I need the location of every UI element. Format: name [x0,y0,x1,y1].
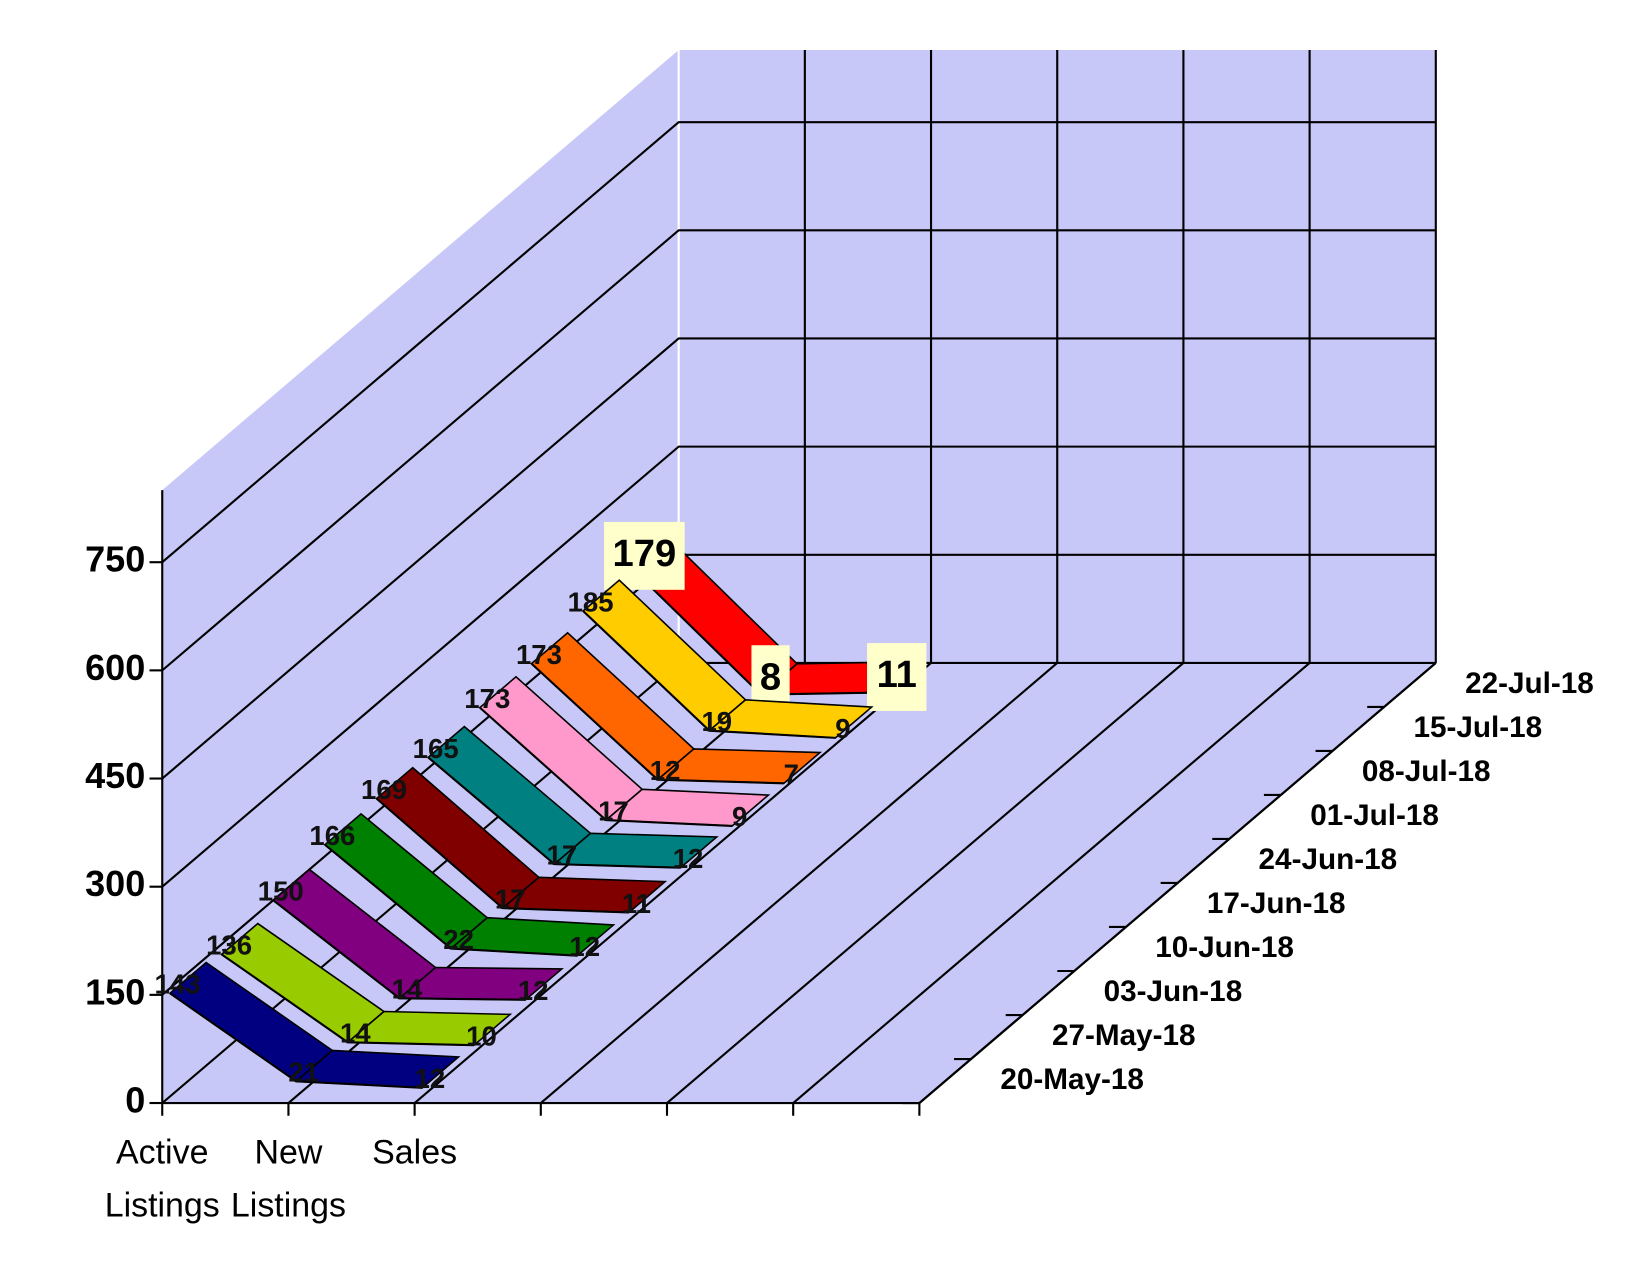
line [530,662,784,785]
grid-line [161,121,1436,564]
line [479,706,733,827]
legend-label: 15-Jul-18 [1413,711,1542,744]
value-label: 169 [361,774,407,805]
y-tick-label: 450 [85,755,145,796]
legend-label: 20-May-18 [1000,1063,1144,1096]
value-label: 7 [784,759,799,790]
line [582,610,836,739]
value-label: 185 [568,586,614,617]
value-label: 17 [598,795,629,826]
value-label: 12 [415,1063,446,1094]
legend-label: 17-Jun-18 [1207,887,1346,920]
value-label: 11 [622,888,651,919]
value-label: 21 [288,1057,319,1088]
value-label: 11 [877,653,917,696]
value-label: 166 [309,820,355,851]
line [375,797,629,914]
value-label: 19 [701,706,732,737]
grid-line [161,337,1436,780]
value-label: 12 [569,931,600,962]
value-label: 12 [518,975,549,1006]
y-tick-label: 0 [125,1080,145,1121]
legend-label: 03-Jun-18 [1104,975,1243,1008]
legend-label: 22-Jul-18 [1465,667,1594,700]
line [169,992,423,1089]
value-label: 12 [673,843,704,874]
grid-line [161,445,1436,888]
legend-label: 01-Jul-18 [1310,799,1439,832]
x-tick-label-box: Active Listings [104,1132,220,1224]
value-label: 12 [650,755,681,786]
floor-line [413,662,932,1104]
value-label: 10 [466,1021,497,1052]
value-label: 136 [206,930,252,961]
value-label: 165 [413,733,459,764]
value-label: 22 [443,924,474,955]
line [324,843,578,957]
grid-line [161,229,1436,672]
y-tick-label: 750 [85,539,145,580]
value-label: 173 [516,639,562,670]
line [272,899,526,1001]
line [427,756,681,869]
value-label: 8 [760,655,781,698]
x-tick-label: New Listings [230,1132,346,1224]
value-label: 14 [392,974,423,1005]
floor-line [792,662,1311,1104]
value-label: 17 [495,883,526,914]
value-label: 9 [732,801,747,832]
y-tick-label: 300 [85,863,145,904]
value-label: 17 [547,839,578,870]
floor-line [540,662,1058,1104]
legend-label: 27-May-18 [1052,1019,1196,1052]
value-label-box [604,521,685,590]
legend-label: 10-Jun-18 [1155,931,1294,964]
y-tick-label: 150 [85,971,145,1012]
left-wall [162,50,679,1104]
line [221,953,475,1047]
value-label: 9 [835,713,850,744]
value-label: 150 [258,876,304,907]
x-tick-label: Active Listings [104,1132,220,1224]
value-label: 173 [464,683,510,714]
value-label: 14 [340,1018,371,1049]
value-label: 179 [613,532,677,575]
floor-line [666,662,1185,1104]
x-tick-label-box: Sales [372,1132,458,1171]
value-label: 143 [154,969,200,1000]
value-label-box [867,643,927,711]
legend-label: 24-Jun-18 [1259,843,1398,876]
y-tick-label: 600 [85,647,145,688]
x-tick-label-box: New Listings [230,1132,346,1224]
legend-label: 08-Jul-18 [1362,755,1491,788]
x-tick-label: Sales [372,1132,458,1171]
